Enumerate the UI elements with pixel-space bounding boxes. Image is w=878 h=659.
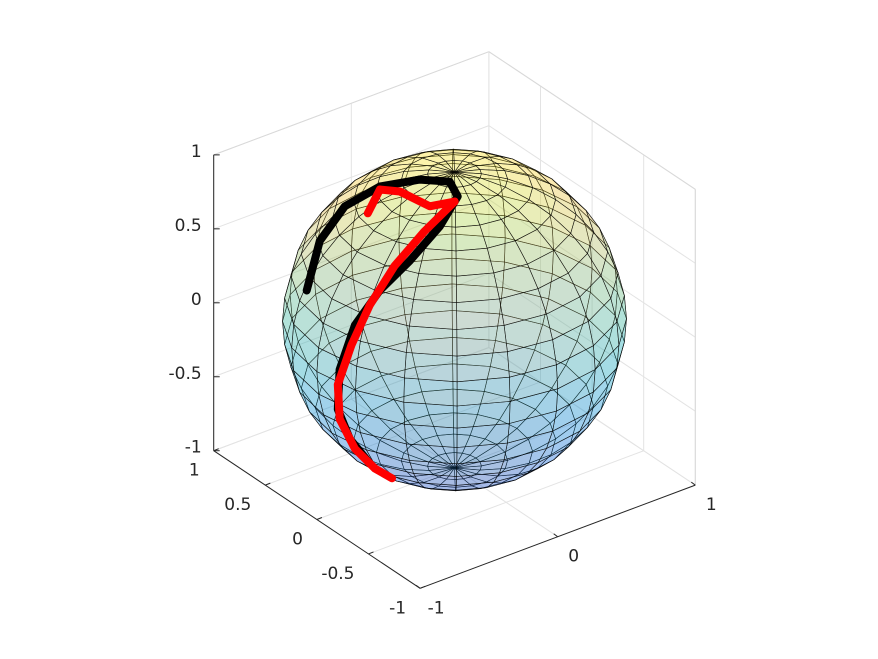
y-tick-label: -1 <box>389 598 406 618</box>
sphere-face <box>456 298 505 330</box>
sphere-face <box>456 351 510 383</box>
curves <box>302 175 462 483</box>
sphere-face <box>405 325 458 357</box>
y-tick <box>419 585 426 589</box>
x-tick <box>690 481 696 486</box>
z-tick-label: -1 <box>185 438 202 458</box>
sphere-face <box>418 248 457 277</box>
x-tick-label: 1 <box>706 495 717 515</box>
sphere-face <box>409 299 458 330</box>
z-tick-label: -0.5 <box>169 364 202 384</box>
z-tick-label: 0 <box>191 290 202 310</box>
grid-line <box>488 347 696 486</box>
y-tick-label: -0.5 <box>321 564 354 584</box>
grid-line <box>265 381 541 486</box>
tick-labels: -1 -0.5 0 0.5 1 -1 -0.5 0 0.5 1 -1 0 1 <box>169 142 717 618</box>
grid-line <box>488 273 696 412</box>
sphere-face <box>455 247 495 277</box>
z-tick-label: 0.5 <box>175 216 202 236</box>
sphere-face <box>455 272 500 303</box>
x-tick <box>415 584 421 589</box>
x-tick-label: 0 <box>568 547 579 567</box>
z-tick-label: 1 <box>191 142 202 162</box>
grid-line <box>488 125 696 264</box>
sphere-face <box>403 401 458 429</box>
y-tick <box>213 448 219 452</box>
y-tick <box>265 482 271 486</box>
sphere-face <box>456 376 511 407</box>
sphere-face <box>456 325 508 357</box>
y-tick <box>368 551 374 555</box>
box-edge <box>213 51 490 156</box>
y-tick-label: 1 <box>189 461 200 481</box>
sphere-face <box>404 352 458 383</box>
grid-line <box>213 125 490 230</box>
curve <box>333 185 459 483</box>
sphere-face <box>413 273 457 303</box>
y-tick-label: 0.5 <box>224 495 251 515</box>
sphere <box>282 148 627 492</box>
y-tick <box>316 517 323 520</box>
box-edge <box>488 51 696 190</box>
x-tick-label: -1 <box>428 598 445 618</box>
y-tick-label: 0 <box>292 530 303 550</box>
grid-line <box>368 450 644 555</box>
x-tick <box>553 533 559 538</box>
sphere-face <box>403 377 458 407</box>
